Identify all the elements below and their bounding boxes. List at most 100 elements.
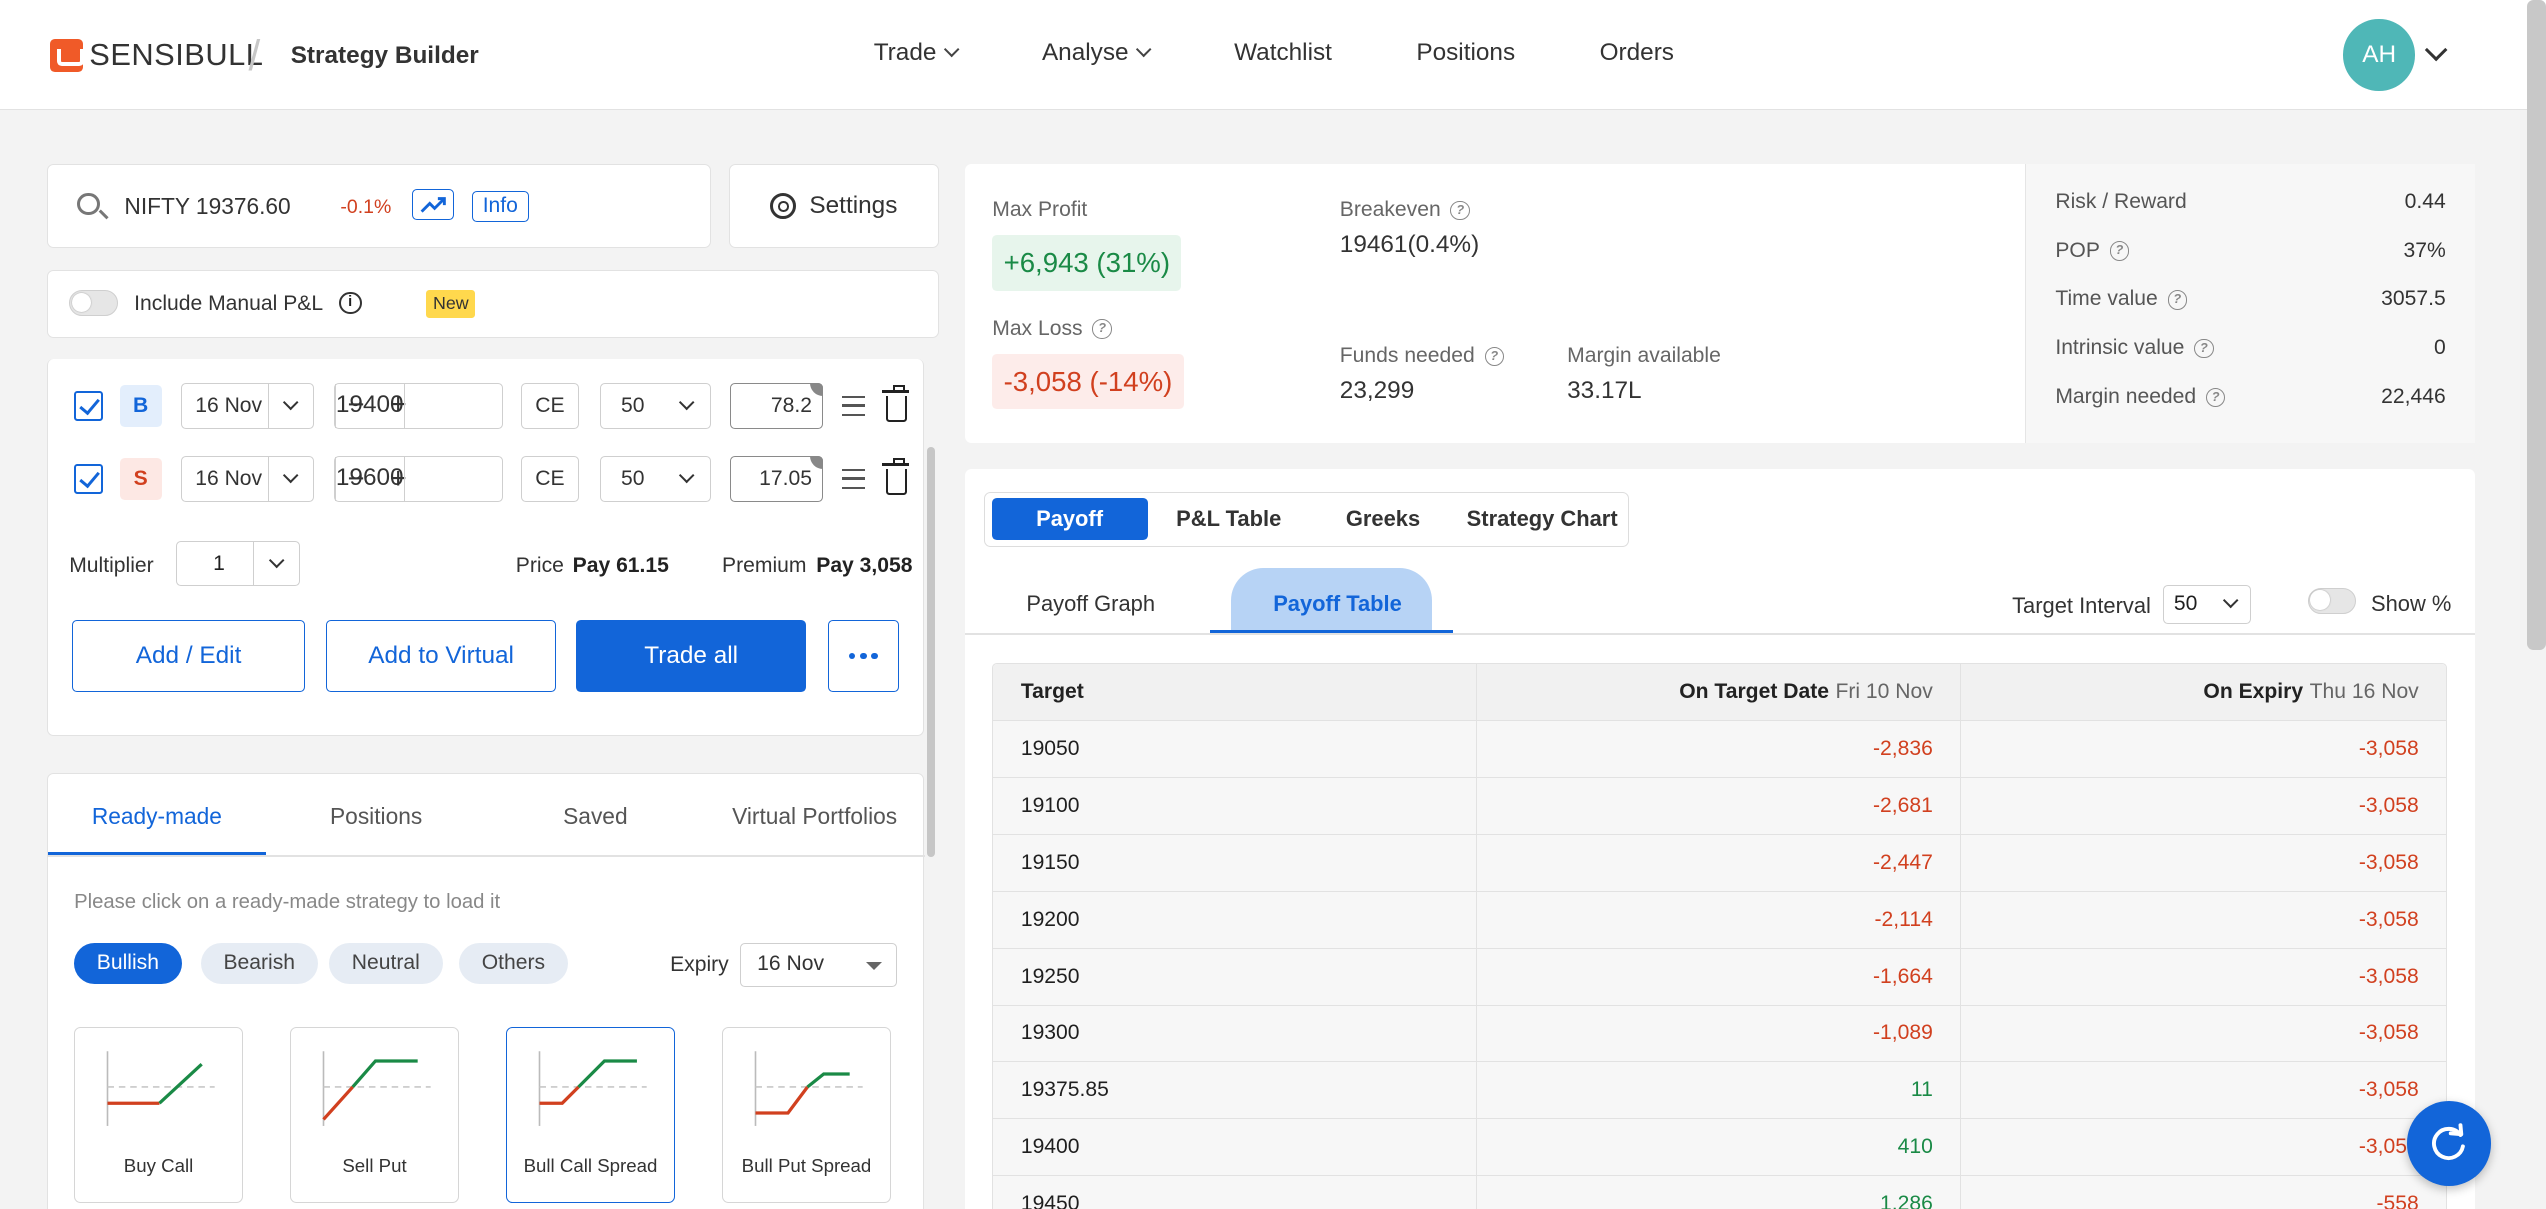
option-type-toggle[interactable]: CE — [520, 456, 580, 502]
target-interval-label: Target Interval — [2012, 592, 2151, 618]
breakeven-label: Breakeven? — [1340, 198, 1470, 222]
chart-button[interactable] — [411, 189, 455, 221]
tab-pl-table[interactable]: P&L Table — [1176, 505, 1282, 531]
left-panel-scrollbar[interactable] — [927, 446, 936, 858]
page-scrollbar[interactable] — [2526, 0, 2546, 650]
active-subtab-indicator — [1209, 630, 1454, 634]
tab-strategy-chart[interactable]: Strategy Chart — [1466, 505, 1618, 531]
more-options-button[interactable] — [827, 620, 900, 692]
tab-payoff[interactable]: Payoff — [991, 497, 1148, 541]
minus-icon[interactable]: − — [347, 462, 365, 495]
brand-name: SENSIBULL — [89, 37, 264, 73]
lots-select[interactable]: 50 — [600, 456, 711, 502]
chevron-down-icon — [664, 457, 709, 500]
sensibull-logo[interactable]: SENSIBULL — [50, 37, 263, 73]
strategy-card-bull-put-spread[interactable]: Bull Put Spread — [722, 1027, 891, 1203]
buy-sell-toggle[interactable]: S — [119, 457, 162, 501]
buy-sell-toggle[interactable]: B — [119, 384, 162, 428]
help-icon[interactable]: ? — [1092, 319, 1112, 339]
trash-icon[interactable] — [881, 384, 910, 423]
premium-value: Pay 3,058 — [816, 553, 913, 577]
leg-checkbox[interactable] — [74, 464, 104, 494]
filter-bearish[interactable]: Bearish — [200, 942, 318, 984]
manual-pnl-toggle[interactable] — [69, 290, 118, 317]
nav-orders[interactable]: Orders — [1599, 38, 1674, 66]
subtab-payoff-graph[interactable]: Payoff Graph — [1026, 591, 1156, 617]
help-icon[interactable]: ? — [2167, 290, 2188, 310]
tab-positions[interactable]: Positions — [330, 803, 423, 830]
margin-needed-row: Margin needed? 22,446 — [2055, 384, 2446, 408]
tab-greeks[interactable]: Greeks — [1345, 505, 1421, 531]
drag-handle-icon[interactable] — [842, 396, 865, 416]
subtab-payoff-table[interactable]: Payoff Table — [1273, 591, 1402, 617]
price-input[interactable]: 17.05 — [730, 455, 824, 502]
help-icon[interactable]: ? — [1484, 346, 1504, 367]
nav-positions[interactable]: Positions — [1416, 38, 1516, 66]
info-icon[interactable]: i — [338, 291, 362, 315]
filter-others[interactable]: Others — [458, 942, 568, 984]
more-dots-icon — [848, 652, 878, 660]
target-interval-select[interactable]: 50 — [2163, 584, 2251, 624]
nav-watchlist[interactable]: Watchlist — [1234, 38, 1332, 66]
strategy-card-bull-call-spread[interactable]: Bull Call Spread — [506, 1027, 675, 1203]
expiry-select[interactable]: 16 Nov — [739, 942, 898, 987]
strategy-card-buy-call[interactable]: Buy Call — [74, 1027, 243, 1203]
instrument-search[interactable]: NIFTY 19376.60 -0.1% Info — [47, 164, 712, 249]
table-row: 19300 -1,089 -3,058 — [993, 1004, 2447, 1062]
trash-icon[interactable] — [881, 457, 910, 496]
strategy-card-sell-put[interactable]: Sell Put — [290, 1027, 459, 1203]
payoff-panel: Payoff P&L Table Greeks Strategy Chart P… — [964, 469, 2475, 1209]
chevron-down-icon — [664, 384, 709, 427]
plus-icon[interactable]: + — [389, 462, 407, 495]
drag-handle-icon[interactable] — [842, 469, 865, 489]
trade-all-button[interactable]: Trade all — [575, 620, 807, 692]
refresh-button[interactable] — [2406, 1101, 2492, 1186]
price-input[interactable]: 78.2 — [730, 382, 824, 429]
tab-ready-made[interactable]: Ready-made — [91, 803, 222, 830]
chevron-down-icon[interactable] — [2424, 38, 2448, 62]
strike-stepper[interactable]: −19400 + — [333, 383, 503, 429]
margin-available-value: 33.17L — [1567, 376, 1642, 404]
filter-bullish[interactable]: Bullish — [74, 942, 182, 984]
strategy-name: Sell Put — [342, 1155, 407, 1177]
leg-checkbox[interactable] — [74, 391, 104, 421]
table-header: Target On Target Date Fri 10 Nov On Expir… — [993, 663, 2447, 721]
minus-icon[interactable]: − — [347, 389, 365, 422]
search-icon — [77, 192, 101, 216]
nav-analyse[interactable]: Analyse — [1042, 39, 1152, 67]
tab-virtual-portfolios[interactable]: Virtual Portfolios — [732, 803, 898, 830]
strategy-name: Bull Call Spread — [523, 1155, 658, 1177]
avatar[interactable]: AH — [2343, 19, 2415, 91]
payoff-diagram-icon — [754, 1051, 863, 1126]
col-target: Target — [993, 663, 1477, 721]
price-value: Pay 61.15 — [572, 553, 669, 577]
help-icon[interactable]: ? — [2194, 338, 2214, 359]
help-icon[interactable]: ? — [2205, 387, 2226, 408]
nav-trade[interactable]: Trade — [874, 39, 960, 67]
multiplier-select[interactable]: 1 — [176, 540, 300, 587]
strike-stepper[interactable]: −19600 + — [333, 456, 503, 502]
funds-needed-label: Funds needed? — [1340, 344, 1504, 368]
dropdown-arrow-icon — [865, 961, 882, 970]
chevron-down-icon — [253, 541, 298, 586]
filter-neutral[interactable]: Neutral — [329, 942, 443, 984]
help-icon[interactable]: ? — [1450, 200, 1470, 221]
table-row: 19400 410 -3,058 — [993, 1118, 2447, 1176]
lots-select[interactable]: 50 — [600, 383, 711, 429]
expiry-select[interactable]: 16 Nov — [181, 456, 315, 502]
info-button[interactable]: Info — [471, 190, 529, 222]
add-edit-button[interactable]: Add / Edit — [72, 620, 305, 692]
table-row: 19150 -2,447 -3,058 — [993, 834, 2447, 891]
tab-saved[interactable]: Saved — [563, 803, 628, 830]
max-profit-value: +6,943 (31%) — [992, 235, 1182, 291]
settings-button[interactable]: Settings — [729, 164, 939, 249]
show-percent-label: Show % — [2371, 591, 2452, 617]
help-icon[interactable]: ? — [2109, 241, 2130, 261]
expiry-select[interactable]: 16 Nov — [181, 383, 315, 429]
show-percent-toggle[interactable] — [2307, 587, 2357, 614]
top-navbar: SENSIBULL / Strategy Builder Trade Analy… — [0, 0, 2546, 111]
option-type-toggle[interactable]: CE — [520, 383, 580, 429]
plus-icon[interactable]: + — [389, 389, 407, 422]
price-label: Price — [515, 553, 564, 577]
add-to-virtual-button[interactable]: Add to Virtual — [325, 620, 557, 692]
